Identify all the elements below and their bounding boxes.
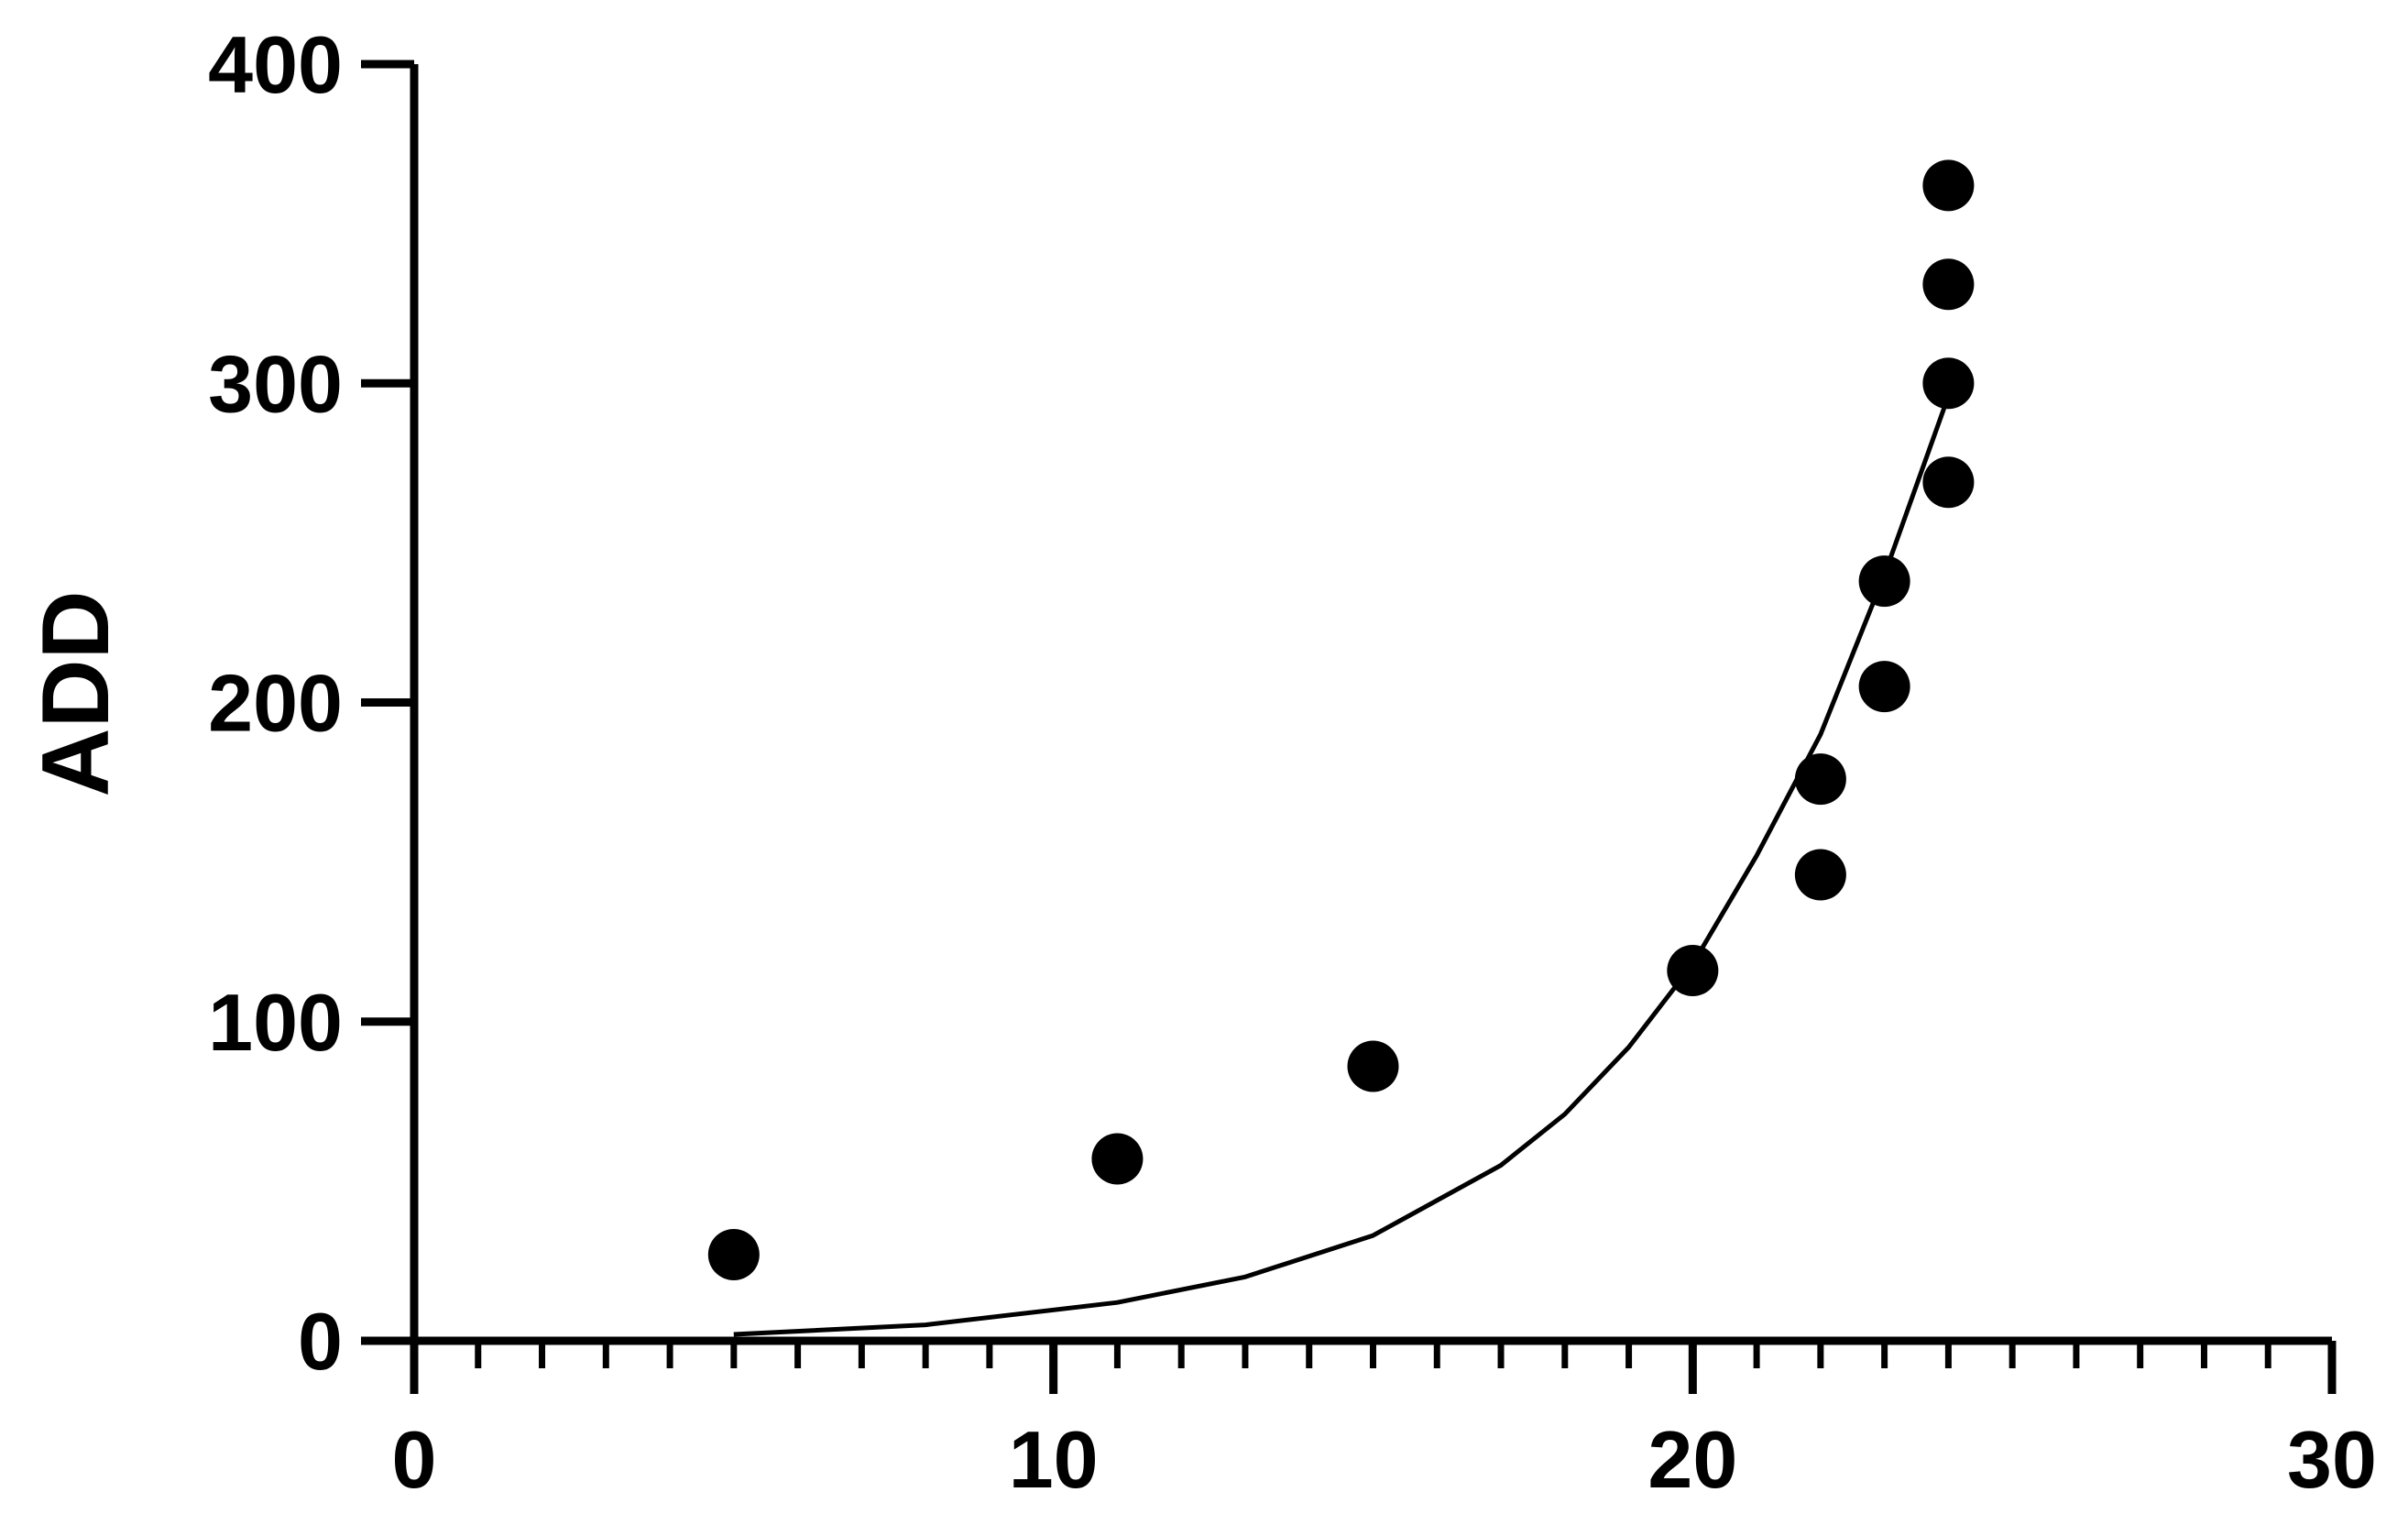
data-point [1091,1133,1144,1185]
tick-labels: 0 100 200 300 400 0 10 20 30 [208,19,2377,1505]
x-tick-label: 10 [1009,1414,1099,1505]
data-point [1347,1040,1399,1092]
y-tick-label: 400 [208,19,343,110]
data-point [1858,661,1910,713]
y-tick-label: 0 [298,1296,343,1387]
fit-curve [733,395,1951,1337]
x-tick-label: 30 [2287,1414,2377,1505]
x-tick-label: 20 [1647,1414,1737,1505]
data-point [1858,555,1910,608]
fit-layer [733,395,1951,1337]
data-point [1794,849,1846,901]
data-point [1667,945,1719,997]
data-point [1922,357,1975,410]
x-tick-label: 0 [392,1414,437,1505]
y-axis-title: ADD [23,590,129,796]
ticks [361,60,2337,1394]
axes [410,64,2332,1345]
y-tick-label: 100 [208,977,343,1068]
data-point [707,1228,760,1280]
points-layer [707,159,1975,1280]
data-point [1794,753,1846,806]
data-point [1922,258,1975,311]
y-tick-label: 300 [208,338,343,429]
data-point [1922,159,1975,212]
data-point [1922,456,1975,509]
y-tick-label: 200 [208,658,343,749]
